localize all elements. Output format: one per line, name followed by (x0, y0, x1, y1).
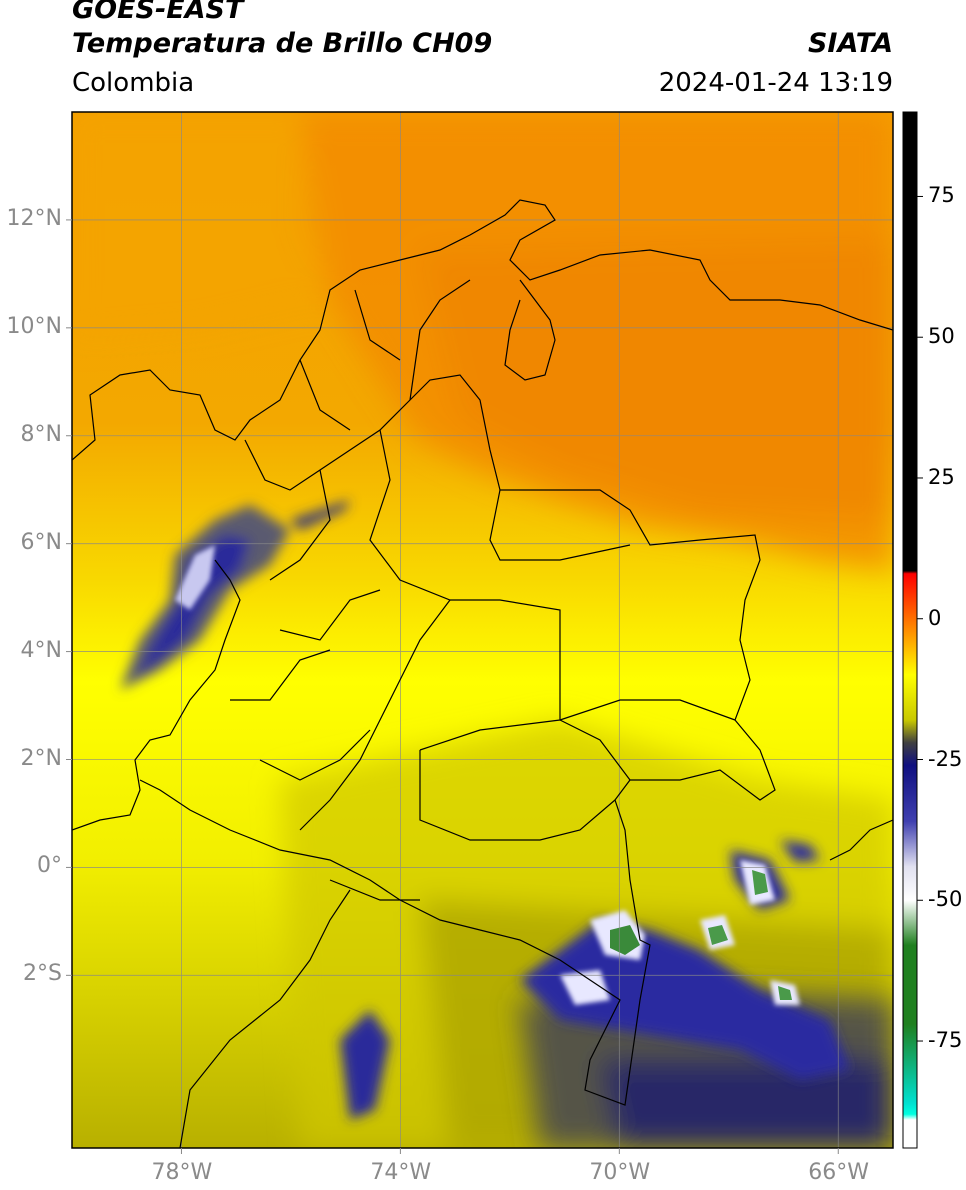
lat-tick-label: 4°N (20, 637, 62, 663)
colorbar-tick-label: -25 (928, 746, 963, 771)
lon-tick-label: 74°W (370, 1160, 432, 1185)
lat-tick-label: 0° (37, 853, 62, 879)
colorbar-tick-label: 75 (928, 183, 955, 208)
colorbar-tick-label: 0 (928, 605, 942, 630)
colorbar-tick-label: 50 (928, 324, 955, 349)
colorbar-tick-label: 25 (928, 464, 955, 489)
timestamp-label: 2024-01-24 13:19 (658, 68, 893, 98)
lon-tick-label: 66°W (808, 1160, 870, 1185)
colorbar (902, 111, 918, 1149)
brightness-temperature-field (72, 112, 893, 1148)
coastlines-and-borders (72, 199, 893, 1148)
lat-tick-label: 12°N (6, 205, 62, 231)
region-label: Colombia (72, 68, 195, 98)
lon-tick-label: 70°W (589, 1160, 651, 1185)
lat-tick-label: 2°N (20, 745, 62, 771)
colorbar-tick-label: -50 (928, 887, 963, 912)
brand-label: SIATA (807, 28, 893, 59)
colorbar-tick-label: -75 (928, 1028, 963, 1053)
lat-tick-label: 10°N (6, 313, 62, 339)
map-frame (71, 111, 894, 1149)
lat-tick-label: 8°N (20, 421, 62, 447)
lat-tick-label: 2°S (23, 961, 62, 987)
satellite-title: GOES-EAST (72, 0, 244, 25)
lon-tick-label: 78°W (151, 1160, 213, 1185)
lat-tick-label: 6°N (20, 529, 62, 555)
product-title: Temperatura de Brillo CH09 (72, 28, 493, 59)
